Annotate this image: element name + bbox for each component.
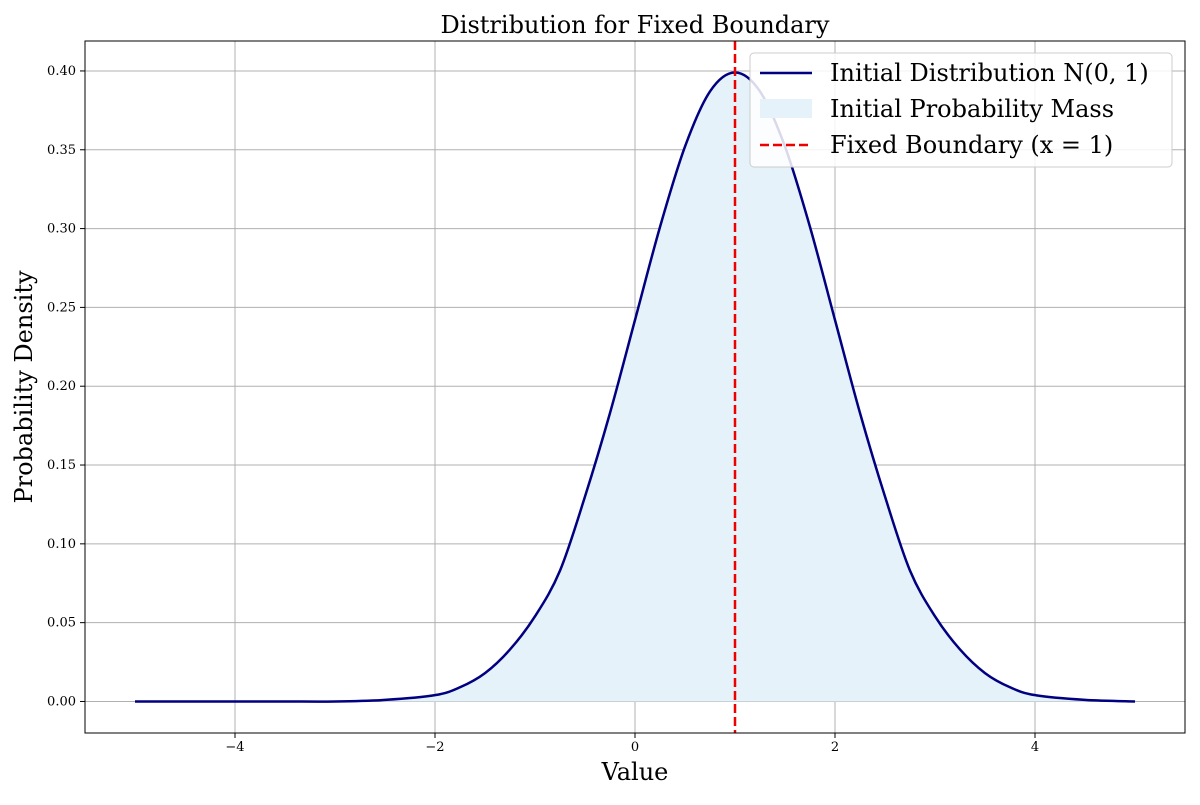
x-tick-label: 2 (831, 740, 839, 755)
y-tick-label: 0.00 (47, 694, 76, 709)
x-tick-label: 0 (631, 740, 639, 755)
y-tick-label: 0.20 (47, 379, 76, 394)
x-tick-label: −2 (425, 740, 444, 755)
y-tick-label: 0.35 (47, 143, 76, 158)
legend-box (749, 52, 1173, 168)
y-tick-label: 0.05 (47, 616, 76, 631)
x-axis-ticks: −4 −2 0 2 4 (225, 733, 1039, 755)
probability-mass-area (135, 72, 1135, 702)
legend: Initial Distribution N(0, 1) Initial Pro… (749, 52, 1173, 168)
y-tick-label: 0.10 (47, 537, 76, 552)
distribution-line (135, 71, 1136, 703)
y-tick-label: 0.30 (47, 222, 76, 237)
legend-area-swatch (760, 99, 812, 118)
y-axis-ticks: 0.00 0.05 0.10 0.15 0.20 0.25 0.30 0.35 0.40 (47, 64, 85, 709)
x-axis-label: Value (601, 758, 669, 786)
legend-label-boundary: Fixed Boundary (x = 1) (830, 131, 1113, 159)
x-tick-label: −4 (225, 740, 244, 755)
chart-title: Distribution for Fixed Boundary (441, 11, 830, 39)
legend-label-distribution: Initial Distribution N(0, 1) (830, 59, 1149, 87)
y-tick-label: 0.40 (47, 64, 76, 79)
y-axis-label: Probability Density (10, 270, 38, 504)
y-tick-label: 0.15 (47, 458, 76, 473)
x-tick-label: 4 (1031, 740, 1039, 755)
y-tick-label: 0.25 (47, 300, 76, 315)
legend-label-mass: Initial Probability Mass (830, 95, 1114, 123)
